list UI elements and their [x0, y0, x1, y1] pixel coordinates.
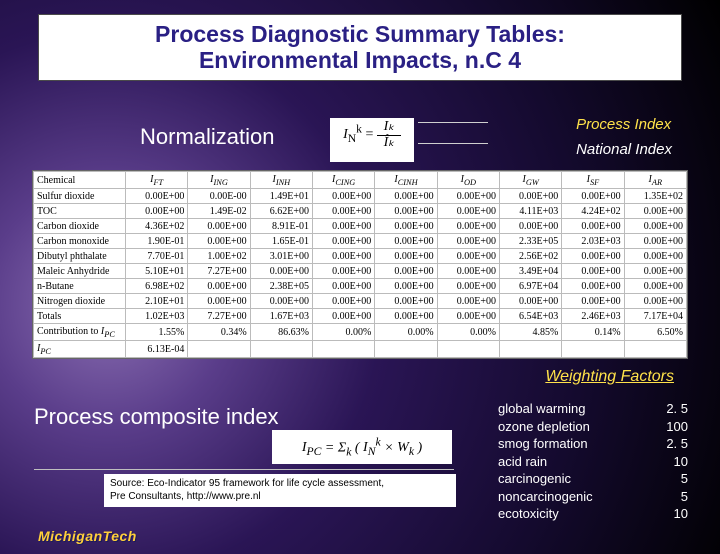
weighting-factor-item: smog formation2. 5	[498, 435, 688, 453]
divider	[34, 469, 454, 470]
table-row: Totals1.02E+037.27E+001.67E+030.00E+000.…	[34, 309, 687, 324]
table-row: Maleic Anhydride5.10E+017.27E+000.00E+00…	[34, 264, 687, 279]
national-index-label: National Index	[576, 141, 672, 158]
table-row: Dibutyl phthalate7.70E-011.00E+023.01E+0…	[34, 249, 687, 264]
table-row: Carbon monoxide1.90E-010.00E+001.65E-010…	[34, 234, 687, 249]
impacts-table: ChemicalIFTIINGIINHICINGICINHIODIGWISFIA…	[32, 170, 688, 359]
source-citation: Source: Eco-Indicator 95 framework for l…	[104, 474, 456, 507]
pci-formula: IPC = Σk ( INk × Wk )	[272, 430, 452, 464]
source-line2: Pre Consultants, http://www.pre.nl	[110, 491, 450, 504]
ipc-row: IPC6.13E-04	[34, 341, 687, 358]
title-bar: Process Diagnostic Summary Tables: Envir…	[38, 14, 682, 81]
weighting-factors-label: Weighting Factors	[545, 368, 674, 386]
table-row: Carbon dioxide4.36E+020.00E+008.91E-010.…	[34, 219, 687, 234]
weighting-factors-list: global warming2. 5ozone depletion100smog…	[498, 400, 688, 523]
fraction-pointer-lines	[418, 122, 488, 164]
title-line2: Environmental Impacts, n.C 4	[49, 47, 671, 73]
weighting-factor-item: carcinogenic5	[498, 470, 688, 488]
contribution-row: Contribution to IPC1.55%0.34%86.63%0.00%…	[34, 324, 687, 341]
weighting-factor-item: global warming2. 5	[498, 400, 688, 418]
weighting-factor-item: ecotoxicity10	[498, 505, 688, 523]
michigan-tech-logo: MichiganTech	[38, 528, 137, 544]
normalization-label: Normalization	[140, 124, 275, 150]
normalization-formula: INk = Iₖ Îₖ	[330, 118, 414, 162]
title-line1: Process Diagnostic Summary Tables:	[49, 21, 671, 47]
source-line1: Source: Eco-Indicator 95 framework for l…	[110, 478, 450, 491]
weighting-factor-item: noncarcinogenic5	[498, 488, 688, 506]
table-row: Nitrogen dioxide2.10E+010.00E+000.00E+00…	[34, 294, 687, 309]
table-row: n-Butane6.98E+020.00E+002.38E+050.00E+00…	[34, 279, 687, 294]
table-row: Sulfur dioxide0.00E+000.00E-001.49E+010.…	[34, 189, 687, 204]
process-composite-index-label: Process composite index	[34, 404, 279, 430]
weighting-factor-item: ozone depletion100	[498, 418, 688, 436]
process-index-label: Process Index	[576, 116, 672, 133]
table-row: TOC0.00E+001.49E-026.62E+000.00E+000.00E…	[34, 204, 687, 219]
index-labels: Process Index National Index	[576, 116, 672, 158]
weighting-factor-item: acid rain10	[498, 453, 688, 471]
